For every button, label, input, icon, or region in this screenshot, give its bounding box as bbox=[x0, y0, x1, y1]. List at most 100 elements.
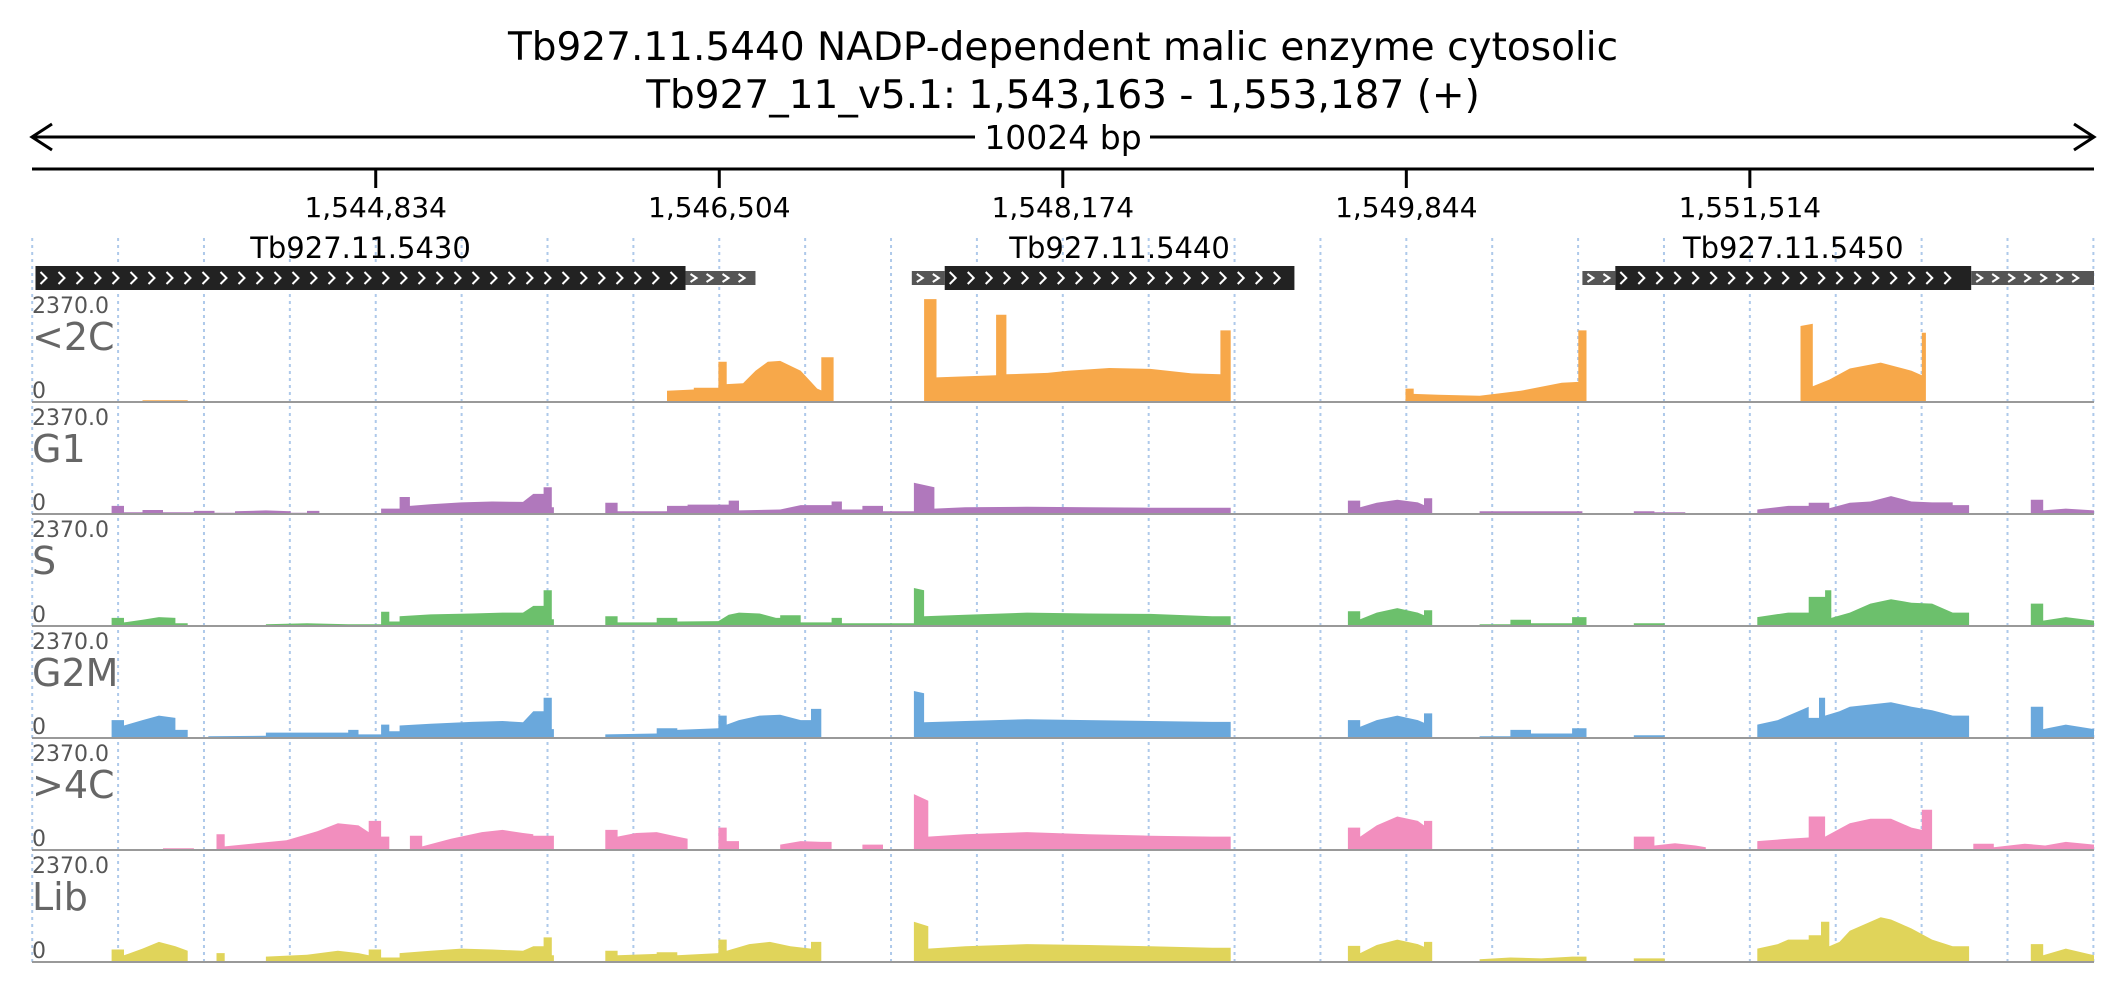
track-max-label: 2370.0 bbox=[32, 294, 109, 319]
chevron-right-icon bbox=[1691, 271, 1700, 285]
track-name-label: Lib bbox=[32, 875, 88, 919]
track-zero-label: 0 bbox=[32, 379, 46, 404]
chevron-right-icon bbox=[1237, 271, 1246, 285]
chevron-right-icon bbox=[1975, 273, 1984, 283]
chevron-right-icon bbox=[721, 273, 731, 283]
chevron-right-icon bbox=[309, 271, 318, 285]
chevron-right-icon bbox=[967, 271, 976, 285]
coverage-area bbox=[32, 482, 2094, 514]
chevron-right-icon bbox=[543, 271, 552, 285]
coverage-area bbox=[32, 691, 2094, 738]
chevron-right-icon bbox=[689, 273, 699, 283]
chevron-right-icon bbox=[1111, 271, 1120, 285]
chevron-right-icon bbox=[1219, 271, 1228, 285]
chevron-right-icon bbox=[597, 271, 606, 285]
chevron-right-icon bbox=[453, 271, 462, 285]
gene-cds bbox=[944, 266, 1295, 290]
gene-label: Tb927.11.5430 bbox=[249, 231, 471, 265]
chart-title: Tb927.11.5440 NADP-dependent malic enzym… bbox=[507, 25, 1618, 70]
tick-label: 1,551,514 bbox=[1679, 191, 1822, 224]
arrow-right-icon bbox=[2073, 122, 2097, 152]
chevron-right-icon bbox=[1129, 271, 1138, 285]
track-zero-label: 0 bbox=[32, 491, 46, 516]
chevron-right-icon bbox=[165, 271, 174, 285]
chevron-right-icon bbox=[1586, 273, 1596, 283]
track-zero-label: 0 bbox=[32, 603, 46, 628]
chevron-right-icon bbox=[237, 271, 246, 285]
chevron-right-icon bbox=[1871, 271, 1880, 285]
chart-subtitle: Tb927_11_v5.1: 1,543,163 - 1,553,187 (+) bbox=[645, 73, 1480, 118]
chevron-right-icon bbox=[1255, 271, 1264, 285]
chevron-right-icon bbox=[1799, 271, 1808, 285]
chevron-right-icon bbox=[1165, 271, 1174, 285]
chevron-right-icon bbox=[1273, 271, 1282, 285]
track-name-label: <2C bbox=[32, 315, 115, 359]
gene-utr bbox=[1582, 271, 1616, 285]
chevron-right-icon bbox=[291, 271, 300, 285]
track-max-label: 2370.0 bbox=[32, 518, 109, 543]
chevron-right-icon bbox=[579, 271, 588, 285]
span-ruler: 10024 bp bbox=[29, 118, 2097, 157]
chevron-right-icon bbox=[2071, 273, 2080, 283]
chevron-right-icon bbox=[669, 271, 678, 285]
chevron-right-icon bbox=[1991, 273, 2000, 283]
chevron-right-icon bbox=[705, 273, 715, 283]
chevron-right-icon bbox=[471, 271, 480, 285]
gene-utr bbox=[1971, 271, 2094, 285]
chevron-right-icon bbox=[1075, 271, 1084, 285]
chevron-right-icon bbox=[345, 271, 354, 285]
chevron-right-icon bbox=[201, 271, 210, 285]
gene-track: Tb927.11.5430 Tb927.11.5440 Tb927.11.5450 bbox=[35, 231, 2094, 290]
chevron-right-icon bbox=[985, 271, 994, 285]
chevron-right-icon bbox=[1925, 271, 1934, 285]
chevron-right-icon bbox=[489, 271, 498, 285]
chevron-right-icon bbox=[1835, 271, 1844, 285]
tick-label: 1,548,174 bbox=[992, 191, 1135, 224]
chevron-right-icon bbox=[916, 273, 925, 283]
coordinate-ticks: 1,544,834 1,546,504 1,548,174 1,549,844 1,55… bbox=[304, 169, 1821, 224]
track-max-label: 2370.0 bbox=[32, 406, 109, 431]
span-length-label: 10024 bp bbox=[984, 118, 1141, 157]
track-max-label: 2370.0 bbox=[32, 742, 109, 767]
chevron-right-icon bbox=[651, 271, 660, 285]
chevron-right-icon bbox=[1057, 271, 1066, 285]
chevron-right-icon bbox=[1889, 271, 1898, 285]
track-max-label: 2370.0 bbox=[32, 630, 109, 655]
chevron-right-icon bbox=[1021, 271, 1030, 285]
chevron-right-icon bbox=[615, 271, 624, 285]
grid-lines bbox=[31, 238, 2095, 966]
arrow-left-icon bbox=[29, 122, 53, 152]
chevron-right-icon bbox=[381, 271, 390, 285]
chevron-right-icon bbox=[57, 271, 66, 285]
chevron-right-icon bbox=[1907, 271, 1916, 285]
chevron-right-icon bbox=[1709, 271, 1718, 285]
chevron-right-icon bbox=[2007, 273, 2016, 283]
chevron-right-icon bbox=[1183, 271, 1192, 285]
track-zero-label: 0 bbox=[32, 939, 46, 964]
gene-utr bbox=[911, 271, 945, 285]
chevron-right-icon bbox=[219, 271, 228, 285]
track-name-label: >4C bbox=[32, 763, 115, 807]
chevron-right-icon bbox=[561, 271, 570, 285]
chevron-right-icon bbox=[1745, 271, 1754, 285]
chevron-right-icon bbox=[1619, 271, 1628, 285]
chevron-right-icon bbox=[327, 271, 336, 285]
chevron-right-icon bbox=[417, 271, 426, 285]
chevron-right-icon bbox=[1039, 271, 1048, 285]
chevron-right-icon bbox=[737, 273, 747, 283]
gene-cds bbox=[1615, 266, 1972, 290]
track-name-label: S bbox=[32, 539, 56, 583]
chevron-right-icon bbox=[633, 271, 642, 285]
track-zero-label: 0 bbox=[32, 827, 46, 852]
chevron-right-icon bbox=[1673, 271, 1682, 285]
chevron-right-icon bbox=[932, 273, 941, 283]
track-zero-label: 0 bbox=[32, 715, 46, 740]
chevron-right-icon bbox=[1817, 271, 1826, 285]
chevron-right-icon bbox=[39, 271, 48, 285]
chevron-right-icon bbox=[525, 271, 534, 285]
gene-utr bbox=[685, 271, 756, 285]
chevron-right-icon bbox=[183, 271, 192, 285]
gene-cds bbox=[35, 266, 686, 290]
chevron-right-icon bbox=[75, 271, 84, 285]
